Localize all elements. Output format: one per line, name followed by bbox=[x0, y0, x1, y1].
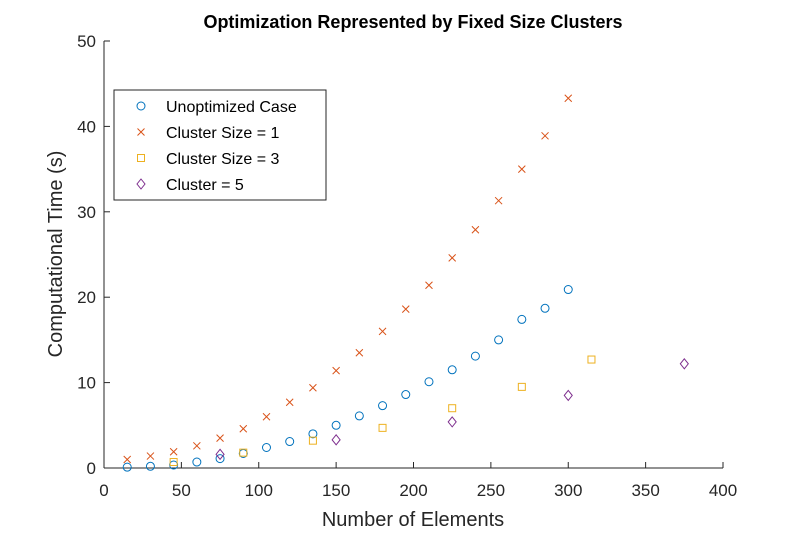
data-point bbox=[285, 398, 294, 407]
data-points bbox=[122, 94, 689, 472]
data-point bbox=[192, 441, 201, 450]
data-point bbox=[471, 225, 480, 234]
data-point bbox=[262, 412, 271, 421]
x-tick-label: 350 bbox=[631, 481, 659, 500]
data-point bbox=[261, 443, 271, 453]
data-point bbox=[192, 457, 202, 467]
data-point bbox=[309, 383, 317, 392]
y-ticks: 0 10 20 30 40 50 bbox=[77, 32, 110, 478]
data-point bbox=[378, 327, 387, 336]
data-point bbox=[448, 254, 457, 262]
data-point bbox=[587, 355, 596, 364]
chart-title: Optimization Represented by Fixed Size C… bbox=[203, 12, 622, 32]
data-point bbox=[448, 404, 457, 413]
data-point bbox=[564, 94, 573, 103]
data-point bbox=[447, 416, 457, 428]
x-tick-label: 0 bbox=[99, 481, 108, 500]
data-point bbox=[563, 389, 573, 402]
data-point bbox=[517, 165, 526, 173]
series-3 bbox=[215, 358, 689, 461]
legend-marker-2 bbox=[137, 154, 145, 162]
data-point bbox=[308, 436, 317, 445]
data-point bbox=[355, 348, 364, 357]
data-point bbox=[470, 351, 480, 361]
x-tick-label: 100 bbox=[245, 481, 273, 500]
data-point bbox=[494, 196, 503, 205]
legend-label-1: Cluster Size = 1 bbox=[166, 125, 279, 142]
data-point bbox=[239, 424, 248, 433]
series-1 bbox=[123, 94, 573, 464]
data-point bbox=[401, 390, 411, 400]
data-point bbox=[122, 462, 132, 472]
x-tick-label: 400 bbox=[709, 481, 737, 500]
x-axis-label: Number of Elements bbox=[322, 509, 504, 531]
data-point bbox=[354, 411, 364, 421]
series-0 bbox=[122, 285, 573, 472]
data-point bbox=[424, 377, 434, 387]
y-tick-label: 30 bbox=[77, 203, 96, 222]
data-point bbox=[378, 401, 388, 411]
data-point bbox=[169, 447, 178, 456]
x-tick-label: 250 bbox=[477, 481, 505, 500]
legend-label-3: Cluster = 5 bbox=[166, 177, 244, 194]
data-point bbox=[541, 131, 549, 140]
data-point bbox=[332, 366, 340, 375]
data-point bbox=[215, 448, 225, 461]
data-point bbox=[378, 423, 387, 432]
data-point bbox=[146, 452, 155, 460]
data-point bbox=[425, 281, 433, 290]
data-point bbox=[331, 420, 341, 430]
legend-marker-1 bbox=[137, 128, 145, 136]
data-point bbox=[123, 455, 132, 464]
x-tick-label: 300 bbox=[554, 481, 582, 500]
y-tick-label: 10 bbox=[77, 374, 96, 393]
legend-label-2: Cluster Size = 3 bbox=[166, 151, 279, 168]
data-point bbox=[517, 314, 527, 324]
legend: Unoptimized Case Cluster Size = 1 Cluster … bbox=[113, 89, 327, 201]
x-tick-label: 200 bbox=[399, 481, 427, 500]
data-point bbox=[401, 305, 410, 314]
y-tick-label: 40 bbox=[77, 117, 96, 136]
data-point bbox=[331, 434, 341, 446]
data-point bbox=[169, 458, 178, 467]
legend-box bbox=[113, 89, 327, 201]
x-tick-label: 50 bbox=[172, 481, 191, 500]
data-point bbox=[216, 434, 224, 442]
data-point bbox=[563, 285, 573, 295]
series-2 bbox=[169, 355, 596, 467]
data-point bbox=[215, 454, 225, 464]
y-tick-label: 20 bbox=[77, 288, 96, 307]
legend-label-0: Unoptimized Case bbox=[166, 99, 297, 116]
data-point bbox=[447, 365, 457, 375]
data-point bbox=[285, 437, 295, 447]
y-tick-label: 0 bbox=[87, 459, 96, 478]
data-point bbox=[145, 461, 155, 471]
y-axis-label: Computational Time (s) bbox=[45, 151, 67, 358]
data-point bbox=[308, 429, 318, 439]
x-tick-label: 150 bbox=[322, 481, 350, 500]
legend-marker-0 bbox=[136, 101, 146, 111]
data-point bbox=[239, 448, 248, 457]
data-point bbox=[517, 382, 526, 391]
data-point bbox=[540, 303, 550, 313]
data-point bbox=[494, 335, 504, 345]
data-point bbox=[679, 358, 689, 370]
y-tick-label: 50 bbox=[77, 32, 96, 51]
x-ticks: 0 50 100 150 200 250 300 350 400 bbox=[99, 462, 737, 500]
legend-marker-3 bbox=[136, 178, 146, 190]
